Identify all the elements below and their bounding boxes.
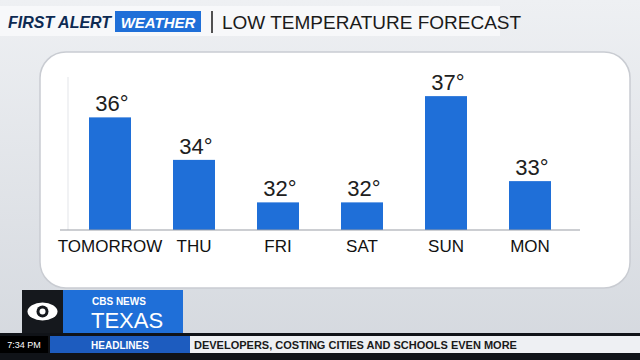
time-box [0,336,48,353]
labels: 36° TOMORROW 34° THU 32° FRI 32° SAT 37° SUN 33° MO… [58,70,550,256]
lower-strip [0,333,640,360]
ticker-box [190,336,640,353]
region: TEXAS [91,308,163,333]
header-divider [211,11,213,33]
data-label: 34° [179,134,212,159]
category-label: SUN [428,237,464,256]
ticker-label-box [50,336,190,353]
data-label: 37° [431,70,464,95]
category-label: THU [177,237,212,256]
brand-accent: WEATHER [121,14,196,31]
panel [40,52,630,288]
data-label: 36° [95,91,128,116]
category-label: FRI [264,237,291,256]
page: {"chart_data": {"type": "bar", "title": … [0,0,640,360]
background [0,0,640,360]
brand: FIRST ALERT [8,14,112,31]
time: 7:34 PM [7,340,41,350]
bar [425,96,467,230]
bar [257,202,299,230]
value-axis [68,77,69,230]
bar [509,181,551,230]
logo-iris [40,309,46,315]
logo-pupil [37,306,49,318]
category-label: SAT [346,237,378,256]
category-label: MON [510,237,550,256]
ticker: DEVELOPERS, COSTING CITIES AND SCHOOLS E… [194,339,517,351]
data-label: 33° [515,155,548,180]
bar [89,117,131,230]
logo-box [22,290,63,333]
chart-title: LOW TEMPERATURE FORECAST [222,12,521,33]
bar [341,202,383,230]
stage: FIRST ALERT WEATHER LOW TEMPERATURE FORECA… [0,0,640,360]
data-label: 32° [347,176,380,201]
network-box [63,290,183,333]
ticker-label: HEADLINES [91,340,149,351]
bar [173,160,215,230]
data-label: 32° [263,176,296,201]
brand-accent-box [115,11,201,32]
network: CBS NEWS [92,296,146,307]
bars [89,96,551,230]
baseline [60,229,580,230]
category-label: TOMORROW [58,237,163,256]
logo-eye [28,303,58,321]
